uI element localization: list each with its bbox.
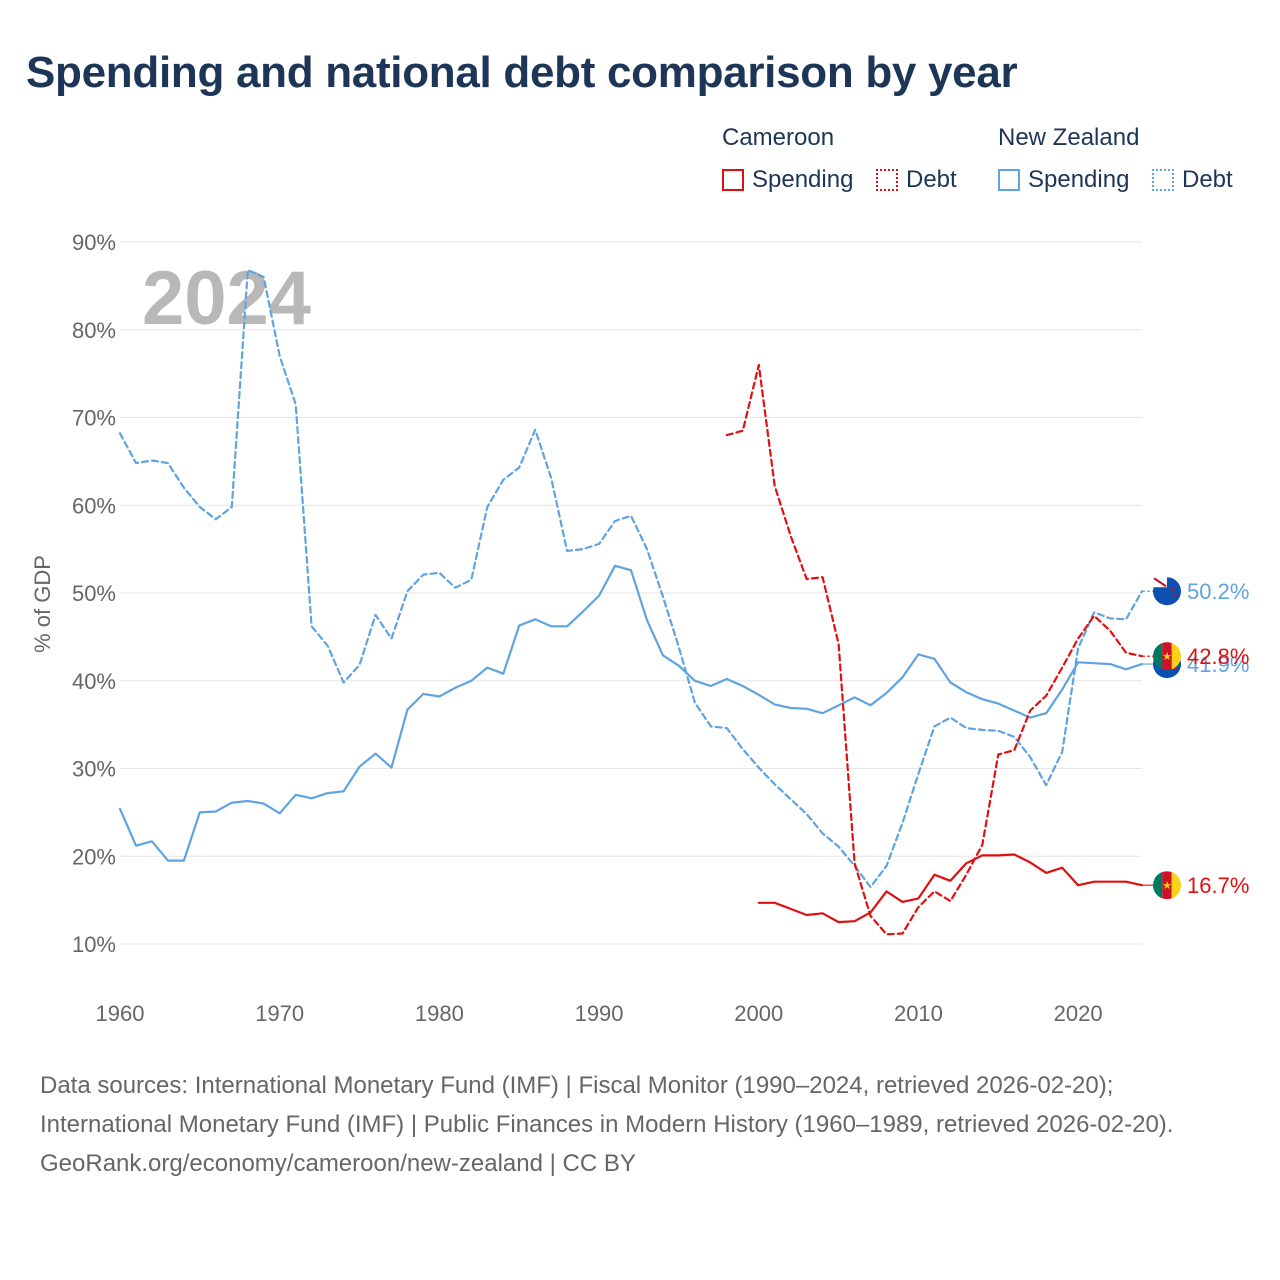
x-tick-label: 2020	[1054, 1001, 1103, 1026]
x-tick-label: 1980	[415, 1001, 464, 1026]
x-tick-label: 1990	[575, 1001, 624, 1026]
y-tick-label: 30%	[72, 757, 116, 782]
new-zealand-debt-line	[118, 269, 1144, 889]
cameroon-debt-line	[725, 363, 1144, 936]
flag-stripe	[1153, 642, 1163, 671]
credit-link[interactable]: GeoRank.org/economy/cameroon/new-zealand…	[40, 1150, 636, 1177]
end-labels: 50.2% 41.9% ★ 42.8% ★ 16.7%	[1142, 577, 1249, 900]
y-axis-label: % of GDP	[30, 555, 55, 653]
legend-item-new-zealand-spending[interactable]: Spending	[998, 166, 1129, 194]
legend-country-cameroon: Cameroon	[722, 124, 835, 151]
flag-stripe	[1171, 871, 1181, 900]
y-tick-label: 90%	[72, 230, 116, 255]
flag-star: ★	[1162, 650, 1172, 663]
flag-stripe	[1153, 871, 1163, 900]
x-tick-label: 1960	[96, 1001, 145, 1026]
chart-title: Spending and national debt comparison by…	[26, 48, 1018, 97]
new-zealand-spending-line	[118, 564, 1144, 862]
y-tick-label: 70%	[72, 406, 116, 431]
legend: Cameroon Spending Debt New Zealand Spend…	[722, 124, 1262, 204]
flag-stripe	[1162, 871, 1172, 900]
flag-star	[1173, 593, 1177, 597]
flag-cross	[1153, 577, 1167, 588]
flag-stripe	[1162, 642, 1172, 671]
legend-item-new-zealand-debt[interactable]: Debt	[1152, 166, 1233, 194]
legend-item-cameroon-debt[interactable]: Debt	[876, 166, 957, 194]
legend-label: Spending	[1028, 166, 1130, 193]
y-tick-label: 60%	[72, 493, 116, 518]
y-axis-ticks: 10% 20% 30% 40% 50% 60% 70% 80% 90%	[72, 230, 116, 957]
y-tick-label: 40%	[72, 669, 116, 694]
legend-item-cameroon-spending[interactable]: Spending	[722, 166, 853, 194]
flag-star	[1170, 587, 1174, 591]
legend-swatch-dotted-blue	[1152, 169, 1174, 191]
y-tick-label: 20%	[72, 844, 116, 869]
new-zealand-flag-icon	[1153, 577, 1181, 606]
cameroon-flag-icon: ★	[1153, 642, 1181, 671]
flag-star: ★	[1162, 879, 1172, 892]
cameroon-flag-icon: ★	[1153, 871, 1181, 900]
series-lines	[118, 269, 1144, 936]
gridlines	[120, 241, 1142, 945]
data-sources: Data sources: International Monetary Fun…	[40, 1072, 1174, 1138]
y-tick-label: 80%	[72, 318, 116, 343]
legend-swatch-dotted-red	[876, 169, 898, 191]
cameroon-debt-end-label: 42.8%	[1187, 644, 1249, 669]
year-watermark: 2024	[142, 256, 311, 341]
footer: Data sources: International Monetary Fun…	[40, 1066, 1240, 1183]
x-axis-ticks: 1960 1970 1980 1990 2000 2010 2020	[96, 1001, 1103, 1026]
new-zealand-debt-end-label: 50.2%	[1187, 579, 1249, 604]
y-tick-label: 50%	[72, 581, 116, 606]
cameroon-spending-end-label: 16.7%	[1187, 873, 1249, 898]
legend-country-new-zealand: New Zealand	[998, 124, 1140, 151]
legend-swatch-solid-blue	[998, 169, 1020, 191]
legend-label: Debt	[906, 166, 957, 193]
cameroon-spending-line	[757, 853, 1144, 924]
y-tick-label: 10%	[72, 932, 116, 957]
x-tick-label: 2000	[734, 1001, 783, 1026]
legend-swatch-solid-red	[722, 169, 744, 191]
x-tick-label: 1970	[255, 1001, 304, 1026]
x-tick-label: 2010	[894, 1001, 943, 1026]
legend-label: Debt	[1182, 166, 1233, 193]
new-zealand-spending-end-label: 41.9%	[1187, 652, 1249, 677]
legend-label: Spending	[752, 166, 854, 193]
flag-stripe	[1171, 642, 1181, 671]
